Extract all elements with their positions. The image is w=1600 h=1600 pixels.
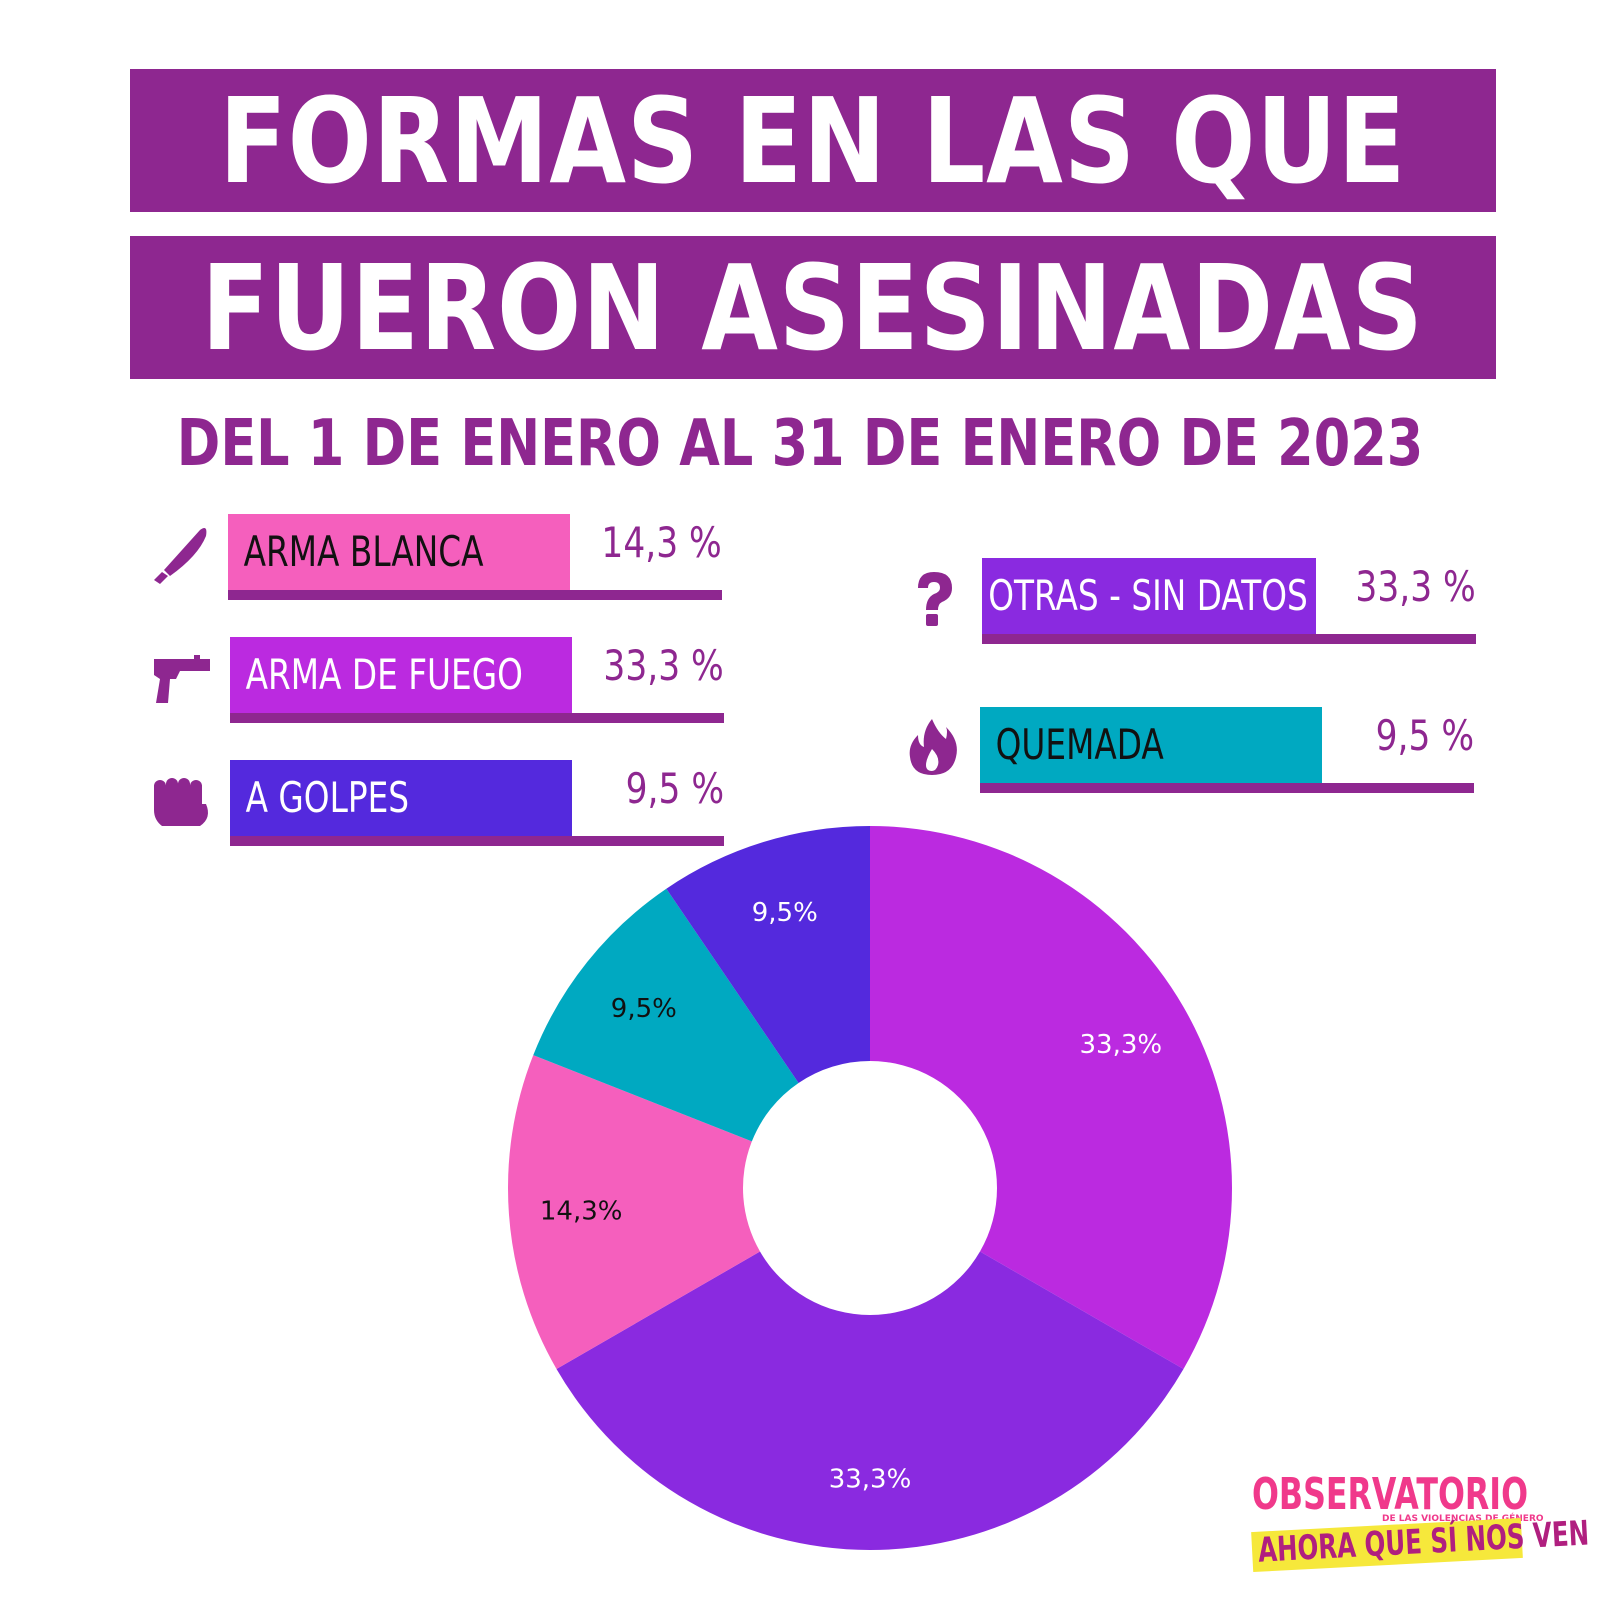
pie-slice-a-golpes: [666, 826, 870, 1084]
legend-label-box: OTRAS - SIN DATOS: [982, 558, 1316, 634]
legend-underline: [980, 783, 1474, 793]
gun-icon: [150, 645, 214, 709]
title-band-2: FUERON ASESINADAS: [130, 236, 1496, 379]
logo-line-1: OBSERVATORIO: [1252, 1469, 1529, 1520]
legend-label: OTRAS - SIN DATOS: [988, 571, 1308, 620]
title-line-1: FORMAS EN LAS QUE: [219, 71, 1407, 210]
knife-icon: [148, 522, 212, 586]
logo-banner: AHORA QUE SÍ NOS VEN: [1251, 1513, 1590, 1573]
legend-value: 33,3 %: [1355, 562, 1476, 611]
legend-underline: [230, 713, 724, 723]
legend-label-box: ARMA DE FUEGO: [230, 637, 572, 713]
flame-icon: [900, 715, 964, 779]
legend-underline: [982, 634, 1476, 644]
pie-slice-arma-blanca: [508, 1055, 761, 1369]
slice-label: 9,5%: [752, 898, 818, 928]
observatorio-logo: OBSERVATORIO DE LAS VIOLENCIAS DE GÉNERO…: [1251, 1469, 1590, 1573]
legend-value: 33,3 %: [603, 641, 724, 690]
slice-label: 14,3%: [540, 1196, 623, 1226]
fist-icon: [150, 768, 214, 832]
legend-value: 9,5 %: [625, 764, 724, 813]
legend-underline: [230, 836, 724, 846]
slice-label: 9,5%: [611, 994, 677, 1024]
pie-slice-quemada: [533, 888, 799, 1142]
legend-label: QUEMADA: [995, 720, 1164, 769]
slice-label: 33,3%: [1079, 1030, 1162, 1060]
title-line-2: FUERON ASESINADAS: [201, 238, 1425, 377]
slice-label: 33,3%: [829, 1465, 912, 1495]
legend-value: 9,5 %: [1375, 711, 1474, 760]
question-icon: [902, 566, 966, 630]
logo-line-2: DE LAS VIOLENCIAS DE GÉNERO: [1382, 1514, 1544, 1524]
legend-label-box: A GOLPES: [230, 760, 572, 836]
legend-label-box: ARMA BLANCA: [228, 514, 570, 590]
title-band-1: FORMAS EN LAS QUE: [130, 69, 1496, 212]
legend-label-box: QUEMADA: [980, 707, 1322, 783]
legend-value: 14,3 %: [601, 518, 722, 567]
legend-label: ARMA DE FUEGO: [245, 650, 523, 699]
date-range-subtitle: DEL 1 DE ENERO AL 31 DE ENERO DE 2023: [176, 407, 1424, 481]
pie-slice-otras-sin-datos: [556, 1251, 1184, 1551]
pie-slice-arma-de-fuego: [870, 826, 1232, 1369]
legend-underline: [228, 590, 722, 600]
legend-label: ARMA BLANCA: [243, 527, 484, 576]
legend-label: A GOLPES: [245, 773, 410, 822]
